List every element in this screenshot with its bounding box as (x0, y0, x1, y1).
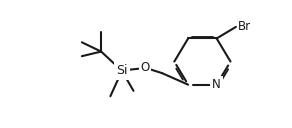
Text: O: O (140, 61, 150, 74)
Text: N: N (212, 78, 221, 91)
Text: Br: Br (238, 20, 251, 33)
Text: Si: Si (116, 64, 128, 77)
